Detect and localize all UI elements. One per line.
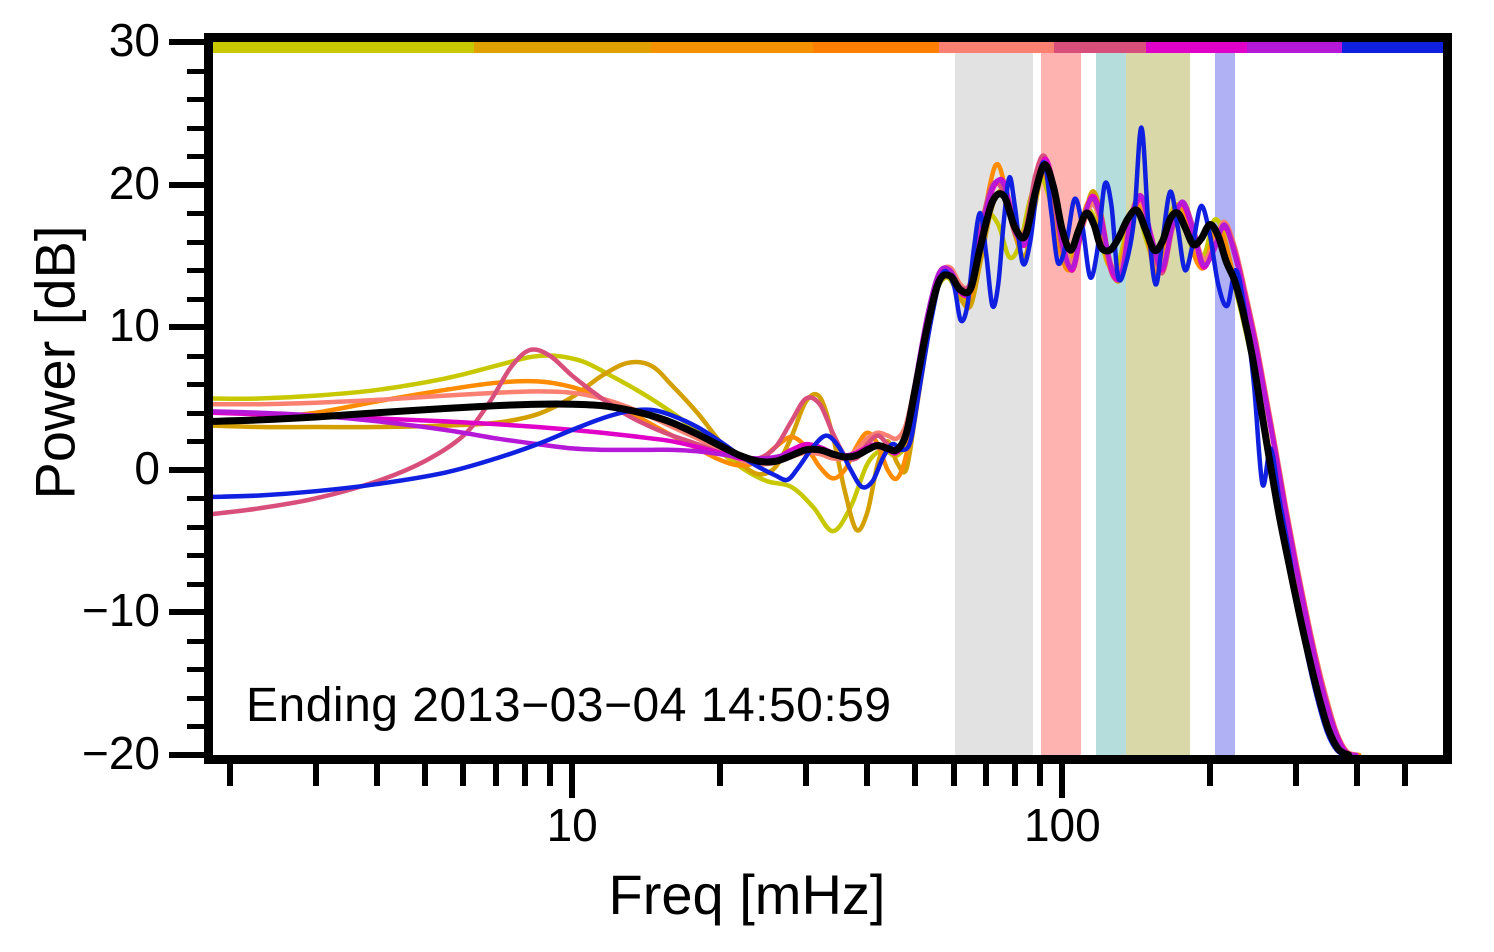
y-tick-label-text: 20 — [108, 156, 160, 209]
x-tick-minor — [716, 764, 723, 786]
axis-frame-right — [1443, 33, 1452, 764]
y-tick-minor — [187, 68, 213, 74]
y-tick-major — [169, 609, 213, 616]
y-tick-major — [169, 181, 213, 188]
axis-frame-left — [204, 33, 213, 764]
x-tick-minor — [950, 764, 957, 786]
x-tick-minor — [460, 764, 467, 786]
y-tick-minor — [187, 496, 213, 502]
y-tick-major — [169, 324, 213, 331]
y-tick-minor — [187, 410, 213, 416]
x-tick-minor — [911, 764, 918, 786]
y-tick-minor — [187, 695, 213, 701]
y-tick-label: 20 — [0, 160, 160, 206]
x-tick-minor — [521, 764, 528, 786]
axis-frame-bottom — [204, 755, 1452, 764]
band-gray — [955, 42, 1033, 755]
x-tick-minor — [226, 764, 233, 786]
x-tick-label: 100 — [1023, 799, 1101, 851]
y-tick-label: −20 — [0, 730, 160, 776]
y-tick-minor — [187, 581, 213, 587]
y-tick-minor — [187, 125, 213, 131]
top-colorbar — [213, 42, 1443, 53]
cbar-crimson — [1053, 42, 1146, 53]
cbar-orange — [813, 42, 939, 53]
x-tick-minor — [1036, 764, 1043, 786]
y-tick-minor — [187, 667, 213, 673]
y-tick-minor — [187, 211, 213, 217]
x-tick-minor — [1401, 764, 1408, 786]
y-tick-label-text: −10 — [81, 584, 160, 637]
x-tick-major — [1059, 764, 1066, 798]
y-tick-label: 30 — [0, 17, 160, 63]
x-axis-title: Freq [mHz] — [608, 863, 886, 926]
y-tick-minor — [187, 524, 213, 530]
y-tick-minor — [187, 553, 213, 559]
y-tick-minor — [187, 97, 213, 103]
y-tick-label: 10 — [0, 302, 160, 348]
cbar-olive — [213, 42, 474, 53]
x-tick-minor — [1011, 764, 1018, 786]
x-tick-minor — [1354, 764, 1361, 786]
y-tick-label-text: 10 — [108, 299, 160, 352]
ending-timestamp-annotation: Ending 2013−03−04 14:50:59 — [246, 679, 892, 732]
y-tick-major — [169, 39, 213, 45]
x-tick-major — [569, 764, 576, 798]
cbar-gold — [473, 42, 652, 53]
cbar-salmon — [938, 42, 1054, 53]
y-tick-label-text: −20 — [81, 727, 160, 779]
axis-frame-top — [204, 33, 1452, 42]
y-tick-minor — [187, 724, 213, 730]
mean-spectrum — [213, 161, 1353, 755]
cbar-amber — [651, 42, 813, 53]
x-tick-minor — [493, 764, 500, 786]
y-tick-label-text: 0 — [134, 441, 160, 494]
y-tick-major — [169, 752, 213, 758]
x-tick-minor — [1206, 764, 1213, 786]
y-tick-minor — [187, 439, 213, 445]
y-tick-minor — [187, 268, 213, 274]
y-tick-minor — [187, 353, 213, 359]
x-tick-minor — [374, 764, 381, 786]
x-tick-label: 10 — [546, 799, 598, 851]
spectrum-purple — [213, 159, 1359, 755]
band-teal — [1095, 42, 1127, 755]
y-tick-major — [169, 466, 213, 473]
cbar-magenta — [1145, 42, 1247, 53]
x-tick-minor — [1293, 764, 1300, 786]
x-tick-minor — [421, 764, 428, 786]
y-tick-minor — [187, 638, 213, 644]
cbar-blue — [1341, 42, 1443, 53]
y-tick-label: 0 — [0, 445, 160, 491]
y-tick-minor — [187, 239, 213, 245]
cbar-purple — [1246, 42, 1342, 53]
y-tick-label-text: 30 — [108, 14, 160, 66]
x-tick-minor — [864, 764, 871, 786]
x-tick-minor — [983, 764, 990, 786]
y-tick-label: −10 — [0, 587, 160, 633]
spectrum-lines-layer — [213, 125, 1362, 755]
y-tick-minor — [187, 382, 213, 388]
x-tick-minor — [546, 764, 553, 786]
y-tick-minor — [187, 154, 213, 160]
x-tick-minor — [312, 764, 319, 786]
y-tick-minor — [187, 296, 213, 302]
plot-canvas — [213, 42, 1443, 755]
x-tick-minor — [803, 764, 810, 786]
